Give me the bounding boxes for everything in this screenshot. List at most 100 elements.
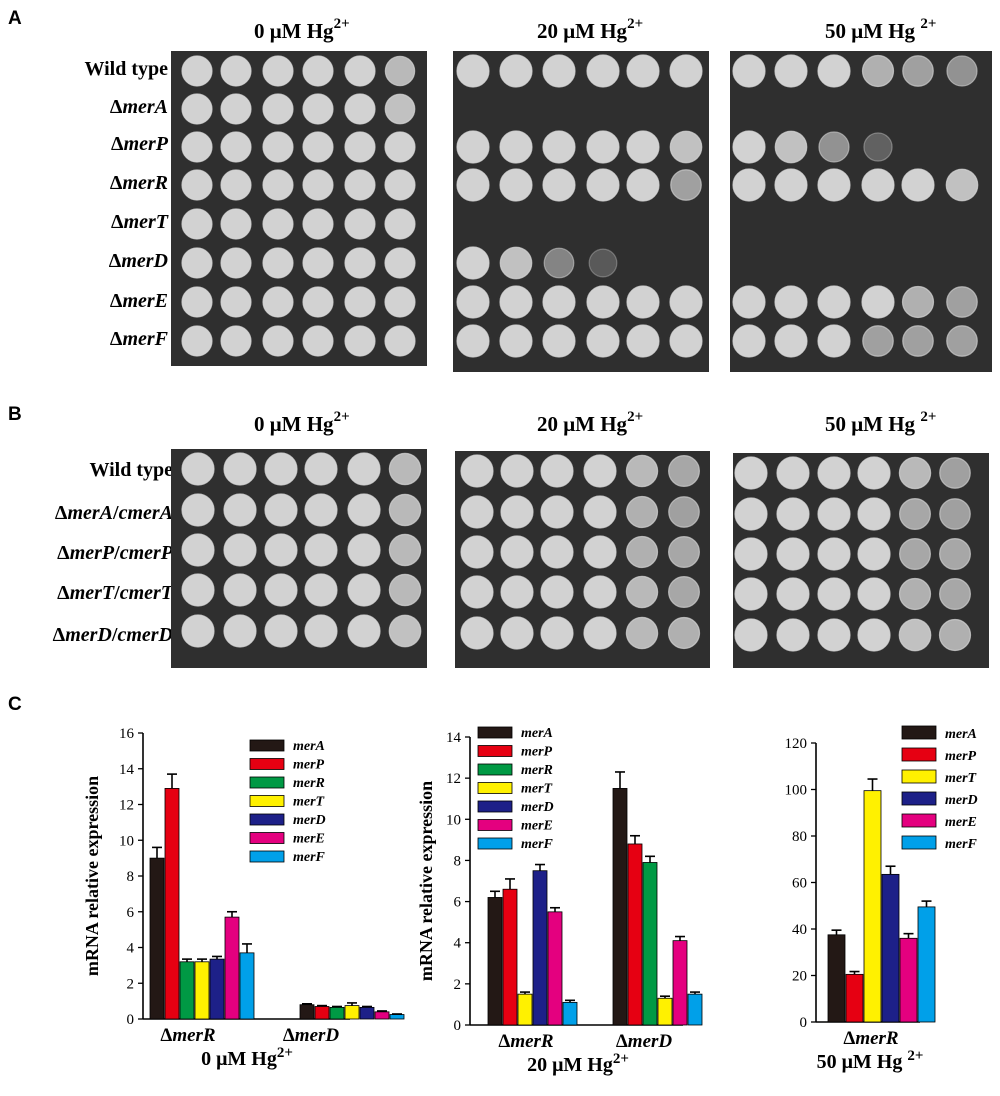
- chart-0uM-bar-merE-0: [224, 916, 240, 1020]
- plate-a-1-spot-r0-c1: [499, 54, 533, 88]
- chart-0uM-bar-merP-0: [164, 788, 180, 1020]
- plate-a-1-spot-r6-c3: [586, 285, 620, 319]
- plate-b-1-spot-r1-c5: [668, 496, 700, 528]
- plate-a-0-spot-r0-c1: [220, 55, 252, 87]
- plate-b-1-spot-r3-c2: [540, 575, 574, 609]
- plate-a-2-spot-r3-c4: [901, 168, 935, 202]
- plate-b-2: [733, 453, 989, 668]
- plate-a-2-spot-r6-c3: [861, 285, 895, 319]
- plate-a-1-spot-r2-c5: [669, 130, 703, 164]
- plate-a-0-spot-r4-c0: [181, 208, 213, 240]
- plate-a-0-spot-r5-c1: [220, 247, 252, 279]
- plate-b-2-spot-r2-c2: [817, 537, 851, 571]
- plate-b-1-spot-r4-c1: [500, 616, 534, 650]
- plate-a-0-spot-r2-c0: [181, 131, 213, 163]
- plate-b-2-spot-r3-c5: [939, 577, 972, 610]
- chart-20uM-ytick-label-1: 2: [454, 977, 462, 993]
- plate-b-2-spot-r2-c4: [899, 537, 932, 570]
- plate-b-0-spot-r4-c3: [304, 614, 338, 648]
- chart-0uM-ytick-label-8: 16: [119, 726, 135, 742]
- plate-b-0-spot-r3-c0: [181, 573, 215, 607]
- chart-20uM-bar-merF-0: [562, 1001, 578, 1026]
- plate-b-1-spot-r4-c2: [540, 616, 574, 650]
- plate-a-0-spot-r6-c0: [181, 286, 213, 318]
- chart-20uM-bar-merT-0: [517, 993, 533, 1026]
- plate-b-0-spot-r2-c3: [304, 533, 338, 567]
- plate-b-2-spot-r2-c1: [776, 537, 810, 571]
- chart-0uM-bar-merD-0: [209, 958, 225, 1020]
- chart-0uM-bar-merF-1: [389, 1014, 405, 1020]
- plate-a-1-spot-r3-c1: [499, 168, 533, 202]
- chart-0uM-ylabel: mRNA relative expression: [82, 776, 102, 976]
- plate-a-2-spot-r2-c0: [732, 130, 766, 164]
- chart-20uM-legend-label-merR: merR: [521, 763, 553, 778]
- chart-50uM-ytick-label-5: 100: [785, 783, 808, 799]
- plate-a-2-spot-r3-c2: [817, 168, 851, 202]
- plate-a-0-spot-r5-c3: [302, 247, 334, 279]
- plate-b-0-spot-r1-c4: [347, 493, 381, 527]
- plate-a-1-spot-r2-c3: [586, 130, 620, 164]
- plate-b-1-spot-r2-c2: [540, 535, 574, 569]
- plate-a-1-spot-r0-c2: [542, 54, 576, 88]
- plate-b-1-spot-r3-c3: [583, 575, 617, 609]
- chart-20uM-legend-label-merP: merP: [521, 745, 553, 760]
- plate-a-0-spot-r3-c5: [384, 169, 416, 201]
- chart-50uM-bar-merE-0: [899, 937, 918, 1023]
- plate-b-1-spot-r1-c4: [625, 495, 659, 529]
- chart-0uM-legend-swatch-merR: [249, 776, 285, 789]
- plate-a-1-spot-r0-c4: [626, 54, 660, 88]
- chart-20uM-bar-merT-1: [657, 997, 673, 1026]
- chart-50uM-legend-swatch-merE: [901, 813, 937, 828]
- plate-a-2: [730, 51, 992, 372]
- plate-b-2-spot-r4-c5: [938, 618, 972, 652]
- plate-a-1-spot-r7-c5: [669, 324, 703, 358]
- chart-0uM-legend-label-merE: merE: [293, 832, 325, 847]
- chart-50uM-legend-swatch-merA: [901, 725, 937, 740]
- plate-a-0-spot-r3-c0: [181, 169, 213, 201]
- plate-b-1-spot-r2-c3: [583, 535, 617, 569]
- chart-0uM-bar-merR-1: [329, 1006, 345, 1020]
- plate-b-2-spot-r3-c1: [776, 577, 810, 611]
- chart-20uM-ytick-label-3: 6: [454, 895, 462, 911]
- plate-a-2-spot-r2-c3: [863, 132, 893, 162]
- plate-a-1-spot-r2-c2: [542, 130, 576, 164]
- chart-50uM-bar-merT-0: [863, 790, 882, 1023]
- plate-b-2-spot-r1-c4: [899, 497, 932, 530]
- plate-b-1-spot-r2-c5: [668, 535, 701, 568]
- plate-b-0-spot-r2-c1: [223, 533, 257, 567]
- chart-20uM-ytick-label-0: 0: [454, 1018, 462, 1034]
- chart-20uM-legend-label-merD: merD: [521, 800, 554, 815]
- plate-a-2-spot-r6-c5: [946, 286, 978, 318]
- strain-label-b-2: ΔmerP/cmerP: [57, 542, 173, 564]
- chart-50uM-bar-merD-0: [881, 873, 900, 1023]
- plate-b-1-spot-r1-c1: [500, 495, 534, 529]
- plate-b-1-spot-r2-c0: [460, 535, 494, 569]
- chart-20uM-xlabel: 20 μM Hg2+: [527, 1051, 629, 1076]
- plate-a-2-spot-r0-c5: [946, 55, 978, 87]
- plate-a-1-spot-r3-c5: [670, 169, 702, 201]
- chart-0uM-xlabel: 0 μM Hg2+: [201, 1045, 293, 1070]
- chart-20uM-ylabel: mRNA relative expression: [416, 781, 436, 981]
- chart-0uM-legend-label-merP: merP: [293, 758, 325, 773]
- strain-label-a-4: ΔmerT: [111, 211, 168, 233]
- plate-a-2-spot-r0-c1: [774, 54, 808, 88]
- chart-50uM-ytick-label-2: 40: [792, 922, 807, 938]
- plate-a-0-spot-r1-c1: [220, 93, 252, 125]
- chart-0uM-bar-merA-1: [299, 1004, 315, 1020]
- plate-a-1-spot-r3-c2: [542, 168, 576, 202]
- plate-a-1-spot-r6-c4: [626, 285, 660, 319]
- chart-20uM-legend-swatch-merE: [477, 819, 513, 831]
- plate-b-0-spot-r4-c4: [347, 614, 381, 648]
- plate-a-0-spot-r7-c5: [384, 325, 416, 357]
- plate-b-1-spot-r0-c4: [625, 454, 659, 488]
- strain-label-a-2: ΔmerP: [111, 133, 168, 155]
- chart-20uM-bar-merA-0: [487, 897, 503, 1026]
- plate-a-2-spot-r7-c3: [862, 325, 894, 357]
- plate-b-2-spot-r0-c2: [817, 456, 851, 490]
- chart-20uM-legend-swatch-merD: [477, 800, 513, 813]
- plate-a-2-spot-r3-c0: [732, 168, 766, 202]
- plate-b-0-spot-r4-c1: [223, 614, 257, 648]
- plate-a-0-spot-r3-c1: [220, 169, 252, 201]
- plate-b-1-spot-r1-c2: [540, 495, 574, 529]
- plate-b-1-spot-r0-c3: [583, 454, 617, 488]
